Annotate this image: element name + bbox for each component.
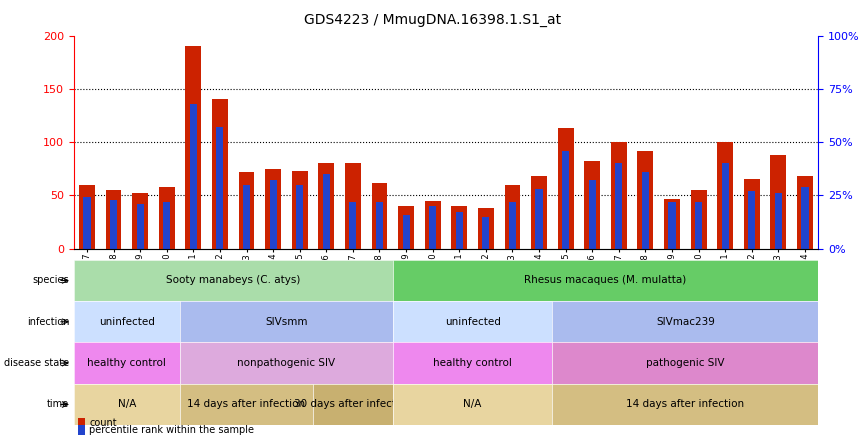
Bar [185,46,201,249]
Bar [242,185,250,249]
Bar [323,174,330,249]
Bar [721,163,729,249]
Bar [79,185,95,249]
Bar [642,172,650,249]
Bar [801,187,809,249]
Bar [695,202,702,249]
Bar [372,182,387,249]
Text: SIVsmm: SIVsmm [265,317,307,327]
Text: 14 days after infection: 14 days after infection [626,400,745,409]
Bar [748,191,755,249]
Bar [691,190,707,249]
Bar [775,193,782,249]
Text: uninfected: uninfected [99,317,155,327]
Text: Rhesus macaques (M. mulatta): Rhesus macaques (M. mulatta) [525,275,687,285]
Text: GDS4223 / MmugDNA.16398.1.S1_at: GDS4223 / MmugDNA.16398.1.S1_at [305,13,561,28]
Bar [106,190,121,249]
Text: uninfected: uninfected [444,317,501,327]
Bar [717,142,734,249]
Bar [345,163,361,249]
Bar [376,202,383,249]
Bar [403,214,410,249]
Bar [637,151,654,249]
Bar [797,176,813,249]
Text: healthy control: healthy control [433,358,512,368]
Text: disease state: disease state [4,358,69,368]
Bar [265,169,281,249]
Text: N/A: N/A [118,400,136,409]
Text: count: count [89,418,117,428]
Bar [615,163,623,249]
Bar [664,198,680,249]
Bar [238,172,255,249]
Bar [158,187,175,249]
Bar [589,180,596,249]
Bar [429,206,436,249]
Text: time: time [47,400,69,409]
Text: N/A: N/A [463,400,481,409]
Bar [319,163,334,249]
Bar [292,171,307,249]
Bar [482,217,489,249]
Bar [456,212,463,249]
Bar [398,206,414,249]
Bar [562,151,569,249]
Bar [744,179,759,249]
Bar [669,202,675,249]
Bar [190,104,197,249]
Bar [269,180,277,249]
Text: infection: infection [27,317,69,327]
Bar [531,176,547,249]
Bar [478,208,494,249]
Bar [212,99,228,249]
Text: Sooty manabeys (C. atys): Sooty manabeys (C. atys) [166,275,301,285]
Bar [424,201,441,249]
Text: species: species [33,275,69,285]
Bar [505,185,520,249]
Bar [137,204,144,249]
Bar [535,189,543,249]
Bar [585,161,600,249]
Text: pathogenic SIV: pathogenic SIV [646,358,725,368]
Text: healthy control: healthy control [87,358,166,368]
Bar [216,127,223,249]
Text: 14 days after infection: 14 days after infection [187,400,306,409]
Bar [558,128,573,249]
Bar [110,200,117,249]
Bar [611,142,627,249]
Bar [83,198,91,249]
Text: percentile rank within the sample: percentile rank within the sample [89,424,255,435]
Text: 30 days after infection: 30 days after infection [294,400,412,409]
Bar [349,202,357,249]
Text: SIVmac239: SIVmac239 [656,317,714,327]
Bar [451,206,468,249]
Bar [771,155,786,249]
Bar [163,202,171,249]
Bar [296,185,303,249]
Bar [509,202,516,249]
Text: nonpathogenic SIV: nonpathogenic SIV [237,358,335,368]
Bar [132,193,148,249]
